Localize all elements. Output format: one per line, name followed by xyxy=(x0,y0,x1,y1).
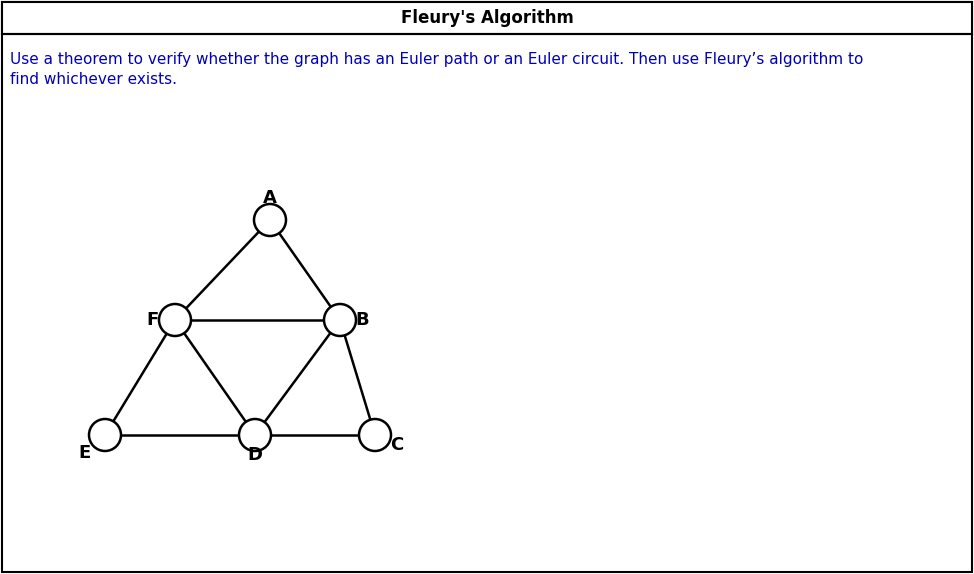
Text: F: F xyxy=(147,311,159,329)
Text: A: A xyxy=(263,189,277,207)
Text: B: B xyxy=(356,311,369,329)
Text: Use a theorem to verify whether the graph has an Euler path or an Euler circuit.: Use a theorem to verify whether the grap… xyxy=(10,52,863,67)
Text: Fleury's Algorithm: Fleury's Algorithm xyxy=(400,9,574,27)
Text: D: D xyxy=(247,446,263,464)
Circle shape xyxy=(359,419,391,451)
Text: E: E xyxy=(79,444,92,462)
Circle shape xyxy=(239,419,271,451)
Circle shape xyxy=(89,419,121,451)
Circle shape xyxy=(159,304,191,336)
Text: find whichever exists.: find whichever exists. xyxy=(10,72,177,87)
Bar xyxy=(2,2,972,34)
Text: C: C xyxy=(391,436,403,454)
Circle shape xyxy=(324,304,356,336)
Circle shape xyxy=(254,204,286,236)
